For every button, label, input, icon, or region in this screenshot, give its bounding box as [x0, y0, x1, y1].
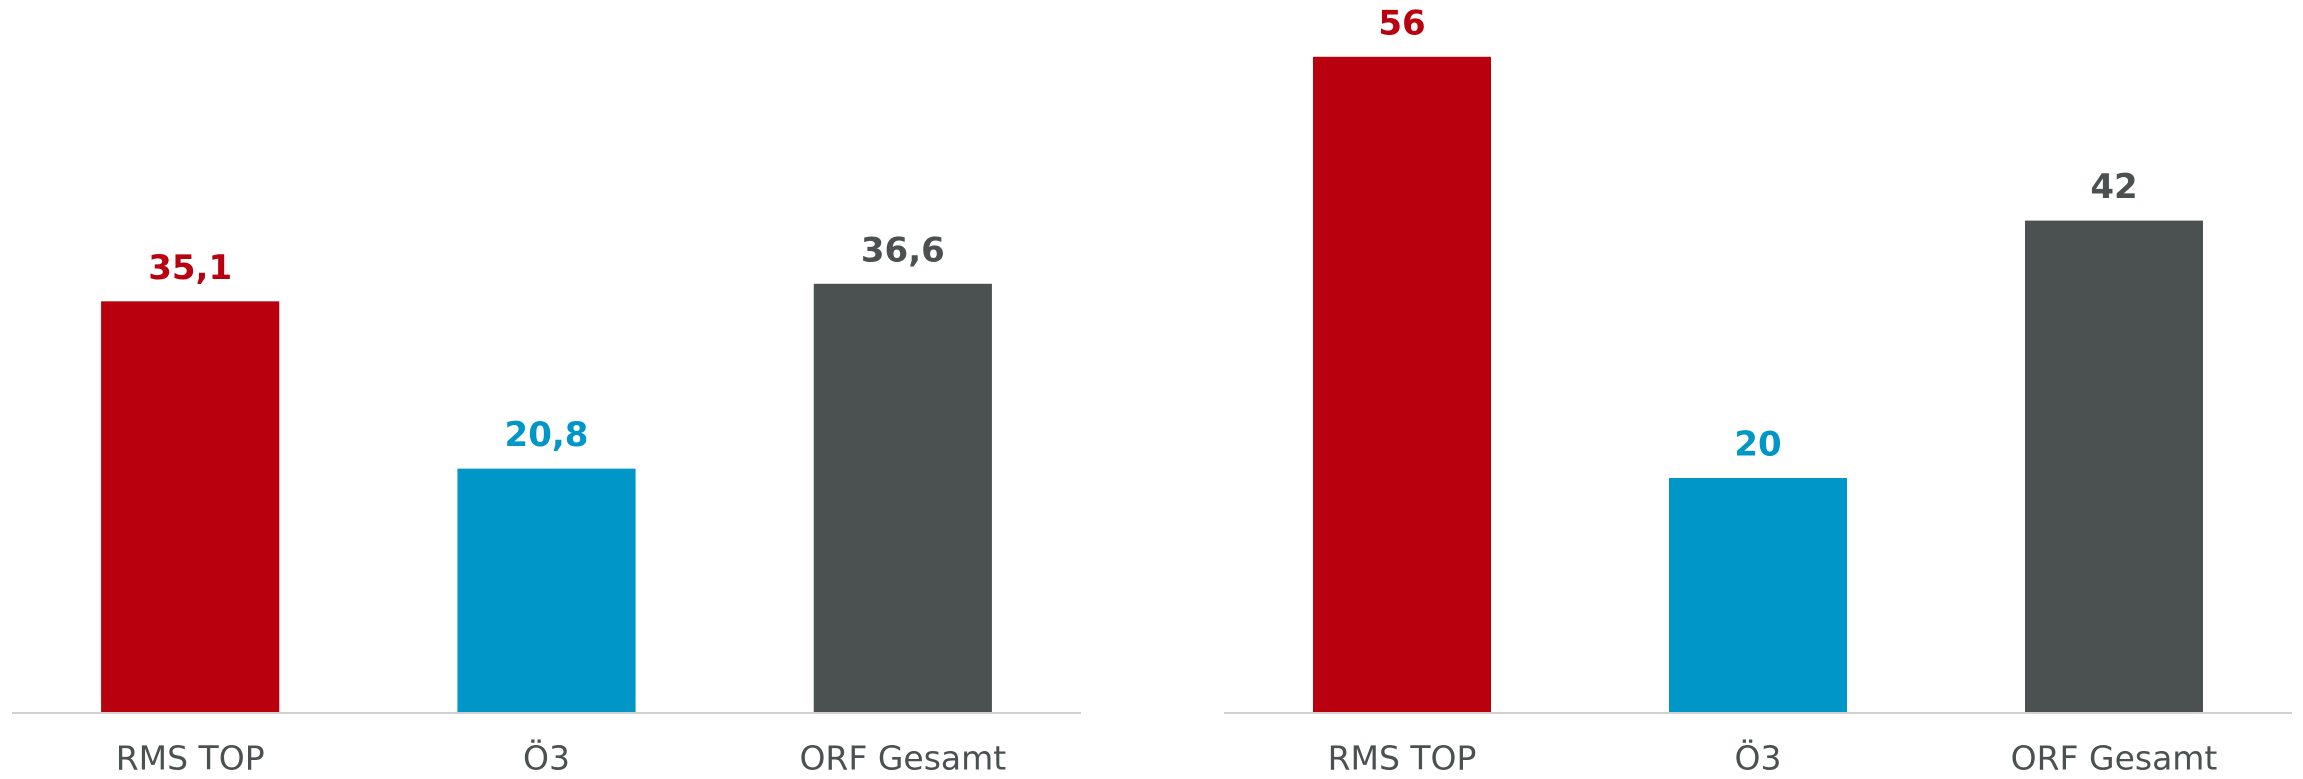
value-label: 56 — [1378, 3, 1425, 43]
value-label: 36,6 — [861, 230, 945, 270]
value-label: 42 — [2090, 167, 2137, 207]
bar — [813, 283, 992, 712]
bar — [457, 468, 636, 712]
value-label: 35,1 — [148, 248, 232, 288]
value-label: 20,8 — [505, 415, 589, 455]
x-tick-label: RMS TOP — [116, 739, 265, 778]
bar — [1313, 56, 1491, 713]
bar — [2025, 220, 2203, 712]
x-tick-label: Ö3 — [1735, 738, 1782, 778]
bar — [101, 301, 280, 712]
value-label: 20 — [1734, 425, 1781, 465]
bar — [1669, 478, 1847, 712]
x-tick-label: ORF Gesamt — [2011, 739, 2218, 778]
x-tick-label: Ö3 — [523, 738, 570, 778]
x-tick-label: ORF Gesamt — [799, 739, 1006, 778]
x-tick-label: RMS TOP — [1328, 739, 1477, 778]
